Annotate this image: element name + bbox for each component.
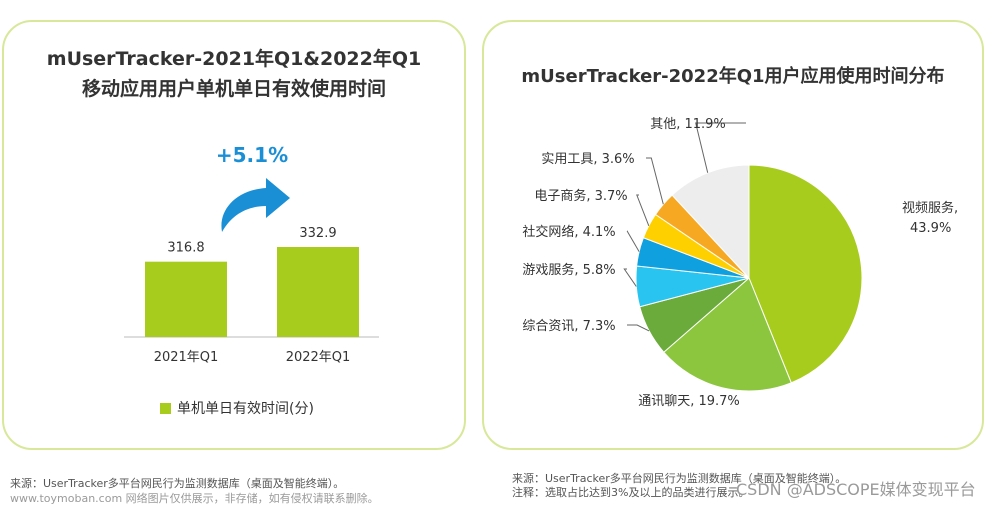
pie-slice-label: 通讯聊天, 19.7% — [638, 394, 740, 409]
pie-slice-1 — [748, 164, 863, 384]
pie-leader-line — [646, 157, 664, 205]
pie-slice-label: 视频服务, — [902, 200, 958, 216]
pie-leader-line — [623, 268, 637, 287]
bar-chart-legend: 单机单日有效时间(分) — [160, 398, 314, 418]
pie-slice-label: 游戏服务, 5.8% — [522, 262, 615, 278]
bar-chart-title-line2: 移动应用用户单机单日有效使用时间 — [81, 78, 386, 100]
growth-annotation: +5.1% — [216, 143, 288, 167]
pie-chart-panel: mUserTracker-2022年Q1用户应用使用时间分布 视频服务, 43.9… — [482, 20, 984, 450]
pie-slice-label: 其他, 11.9% — [650, 117, 726, 132]
pie-chart: 视频服务, 43.9% 通讯聊天, 19.7% 综合资讯, 7.3% 游戏服务, 5.8… — [522, 117, 958, 409]
bar-chart-panel: mUserTracker-2021年Q1&2022年Q1 移动应用用户单机单日有… — [2, 20, 466, 450]
watermark-right: CSDN @ADSCOPE媒体变现平台 — [736, 480, 976, 499]
bar-2 — [277, 247, 359, 337]
growth-arrow-icon — [221, 178, 290, 232]
x-tick-label: 2021年Q1 — [154, 350, 219, 365]
pie-slice-value: 43.9% — [910, 221, 951, 236]
pie-leader-line — [636, 194, 650, 226]
bar-chart-title-line1: mUserTracker-2021年Q1&2022年Q1 — [46, 48, 422, 70]
bar-chart: +5.1% 316.8 2021年Q1 332.9 2022年Q1 — [124, 143, 379, 365]
pie-chart-source: 来源：UserTracker多平台网民行为监测数据库（桌面及智能终端）。 — [512, 472, 847, 485]
pie-slice-2 — [663, 277, 792, 392]
pie-slice-label: 电子商务, 3.7% — [534, 188, 627, 204]
bar-1 — [145, 261, 227, 337]
legend-swatch — [160, 402, 171, 414]
bar-chart-source: 来源：UserTracker多平台网民行为监测数据库（桌面及智能终端）。 — [10, 477, 345, 490]
pie-leader-line — [626, 230, 640, 252]
pie-slice-8 — [671, 164, 750, 280]
pie-leader-line — [695, 122, 746, 173]
legend-label: 单机单日有效时间(分) — [177, 401, 314, 417]
pie-leader-line — [627, 324, 650, 332]
watermark-left: www.toymoban.com 网络图片仅供展示，非存储，如有侵权请联系删除。 — [10, 492, 379, 505]
pie-slice-label: 综合资讯, 7.3% — [522, 319, 615, 334]
pie-slice-label: 实用工具, 3.6% — [541, 152, 634, 167]
pie-chart-title: mUserTracker-2022年Q1用户应用使用时间分布 — [521, 66, 945, 87]
x-tick-label: 2022年Q1 — [286, 350, 351, 365]
bar-value-label: 316.8 — [167, 241, 204, 256]
bar-value-label: 332.9 — [299, 226, 336, 241]
pie-chart-note: 注释：选取占比达到3%及以上的品类进行展示。 — [512, 486, 750, 499]
pie-slice-label: 社交网络, 4.1% — [522, 224, 615, 240]
